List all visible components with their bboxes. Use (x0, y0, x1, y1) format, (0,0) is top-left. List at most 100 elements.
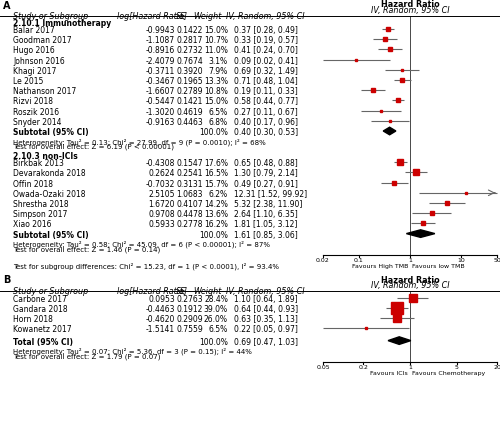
Text: Snyder 2014: Snyder 2014 (13, 118, 62, 127)
Text: Gandara 2018: Gandara 2018 (13, 305, 68, 314)
Text: 0.41 [0.24, 0.70]: 0.41 [0.24, 0.70] (234, 46, 298, 55)
Text: Owada-Ozaki 2018: Owada-Ozaki 2018 (13, 190, 86, 199)
Text: 0.63 [0.35, 1.13]: 0.63 [0.35, 1.13] (234, 315, 298, 324)
Text: 0.1912: 0.1912 (176, 305, 203, 314)
Text: 0.4478: 0.4478 (176, 210, 203, 219)
Text: 0.69 [0.32, 1.49]: 0.69 [0.32, 1.49] (234, 67, 298, 76)
Text: Favours low TMB: Favours low TMB (412, 264, 465, 269)
Text: 39.0%: 39.0% (204, 305, 228, 314)
Text: Shrestha 2018: Shrestha 2018 (13, 200, 68, 209)
Text: B: B (3, 275, 10, 285)
Polygon shape (388, 337, 411, 345)
Text: Study or Subgroup: Study or Subgroup (13, 12, 88, 21)
Text: 2.10.1 Immunotherapy: 2.10.1 Immunotherapy (13, 19, 111, 28)
Text: -0.7032: -0.7032 (146, 180, 175, 189)
Text: 3.1%: 3.1% (209, 57, 228, 66)
Polygon shape (406, 230, 435, 238)
Text: -0.9943: -0.9943 (146, 26, 175, 35)
Text: Total (95% CI): Total (95% CI) (13, 337, 73, 347)
Text: 0.0953: 0.0953 (148, 295, 175, 304)
Text: Kowanetz 2017: Kowanetz 2017 (13, 326, 72, 334)
Text: Subtotal (95% CI): Subtotal (95% CI) (13, 231, 88, 240)
Text: Test for subgroup differences: Chi² = 15.23, df = 1 (P < 0.0001), I² = 93.4%: Test for subgroup differences: Chi² = 15… (13, 263, 279, 270)
Text: log[Hazard Ratio]: log[Hazard Ratio] (117, 12, 187, 21)
Text: Subtotal (95% CI): Subtotal (95% CI) (13, 128, 88, 137)
Text: 0.7559: 0.7559 (176, 326, 203, 334)
Text: -1.5141: -1.5141 (146, 326, 175, 334)
Text: Hugo 2016: Hugo 2016 (13, 46, 55, 55)
Text: Devarakonda 2018: Devarakonda 2018 (13, 169, 86, 178)
Text: 0.4619: 0.4619 (176, 108, 203, 117)
Text: 15.7%: 15.7% (204, 180, 228, 189)
Text: Test for overall effect: Z = 1.79 (P = 0.07): Test for overall effect: Z = 1.79 (P = 0… (13, 353, 160, 360)
Text: 0.2: 0.2 (358, 365, 368, 370)
Text: Xiao 2016: Xiao 2016 (13, 220, 52, 229)
Text: 100.0%: 100.0% (199, 337, 228, 347)
Text: 0.2732: 0.2732 (176, 46, 203, 55)
Text: 1: 1 (408, 365, 412, 370)
Text: 13.3%: 13.3% (204, 77, 228, 86)
Text: -0.3467: -0.3467 (146, 77, 175, 86)
Text: 6.5%: 6.5% (209, 108, 228, 117)
Text: Khagi 2017: Khagi 2017 (13, 67, 57, 76)
Text: 0.3131: 0.3131 (176, 180, 203, 189)
Polygon shape (383, 127, 396, 135)
Text: Favours Chemotherapy: Favours Chemotherapy (412, 371, 485, 376)
Text: 0.1422: 0.1422 (176, 26, 203, 35)
Text: 0.2789: 0.2789 (176, 87, 203, 96)
Text: 0.1421: 0.1421 (176, 97, 203, 106)
Text: -1.3020: -1.3020 (146, 108, 175, 117)
Text: Simpson 2017: Simpson 2017 (13, 210, 68, 219)
Text: 0.2909: 0.2909 (176, 315, 203, 324)
Text: 100.0%: 100.0% (199, 128, 228, 137)
Text: Hazard Ratio: Hazard Ratio (380, 276, 440, 285)
Text: log[Hazard Ratio]: log[Hazard Ratio] (117, 287, 187, 296)
Text: 16.2%: 16.2% (204, 220, 228, 229)
Text: 0.22 [0.05, 0.97]: 0.22 [0.05, 0.97] (234, 326, 298, 334)
Text: -2.4079: -2.4079 (146, 57, 175, 66)
Text: 16.5%: 16.5% (204, 169, 228, 178)
Text: 10: 10 (458, 258, 465, 263)
Text: 0.09 [0.02, 0.41]: 0.09 [0.02, 0.41] (234, 57, 298, 66)
Text: Johnson 2016: Johnson 2016 (13, 57, 65, 66)
Text: 2.5105: 2.5105 (148, 190, 175, 199)
Text: -0.8916: -0.8916 (146, 46, 175, 55)
Text: 17.6%: 17.6% (204, 159, 228, 168)
Text: 0.9708: 0.9708 (148, 210, 175, 219)
Text: Heterogeneity: Tau² = 0.58; Chi² = 45.09, df = 6 (P < 0.00001); I² = 87%: Heterogeneity: Tau² = 0.58; Chi² = 45.09… (13, 241, 270, 248)
Text: 0.5933: 0.5933 (148, 220, 175, 229)
Text: -0.9163: -0.9163 (146, 118, 175, 127)
Text: 15.0%: 15.0% (204, 26, 228, 35)
Text: -0.4463: -0.4463 (146, 305, 175, 314)
Text: 28.4%: 28.4% (204, 295, 228, 304)
Text: 20: 20 (493, 365, 500, 370)
Text: 0.2541: 0.2541 (176, 169, 203, 178)
Text: IV, Random, 95% CI: IV, Random, 95% CI (226, 287, 304, 296)
Text: 50: 50 (493, 258, 500, 263)
Text: 2.64 [1.10, 6.35]: 2.64 [1.10, 6.35] (234, 210, 298, 219)
Text: Favours ICIs: Favours ICIs (370, 371, 408, 376)
Text: A: A (3, 1, 10, 11)
Text: 26.0%: 26.0% (204, 315, 228, 324)
Text: IV, Random, 95% CI: IV, Random, 95% CI (370, 281, 450, 290)
Text: Favours High TMB: Favours High TMB (352, 264, 408, 269)
Text: 2.10.3 non-ICIs: 2.10.3 non-ICIs (13, 152, 78, 161)
Text: 0.40 [0.30, 0.53]: 0.40 [0.30, 0.53] (234, 128, 298, 137)
Text: 0.02: 0.02 (316, 258, 330, 263)
Text: Nathanson 2017: Nathanson 2017 (13, 87, 76, 96)
Text: 12.31 [1.52, 99.92]: 12.31 [1.52, 99.92] (234, 190, 307, 199)
Text: 0.2763: 0.2763 (176, 295, 203, 304)
Text: 15.0%: 15.0% (204, 97, 228, 106)
Text: Balar 2017: Balar 2017 (13, 26, 55, 35)
Text: 0.27 [0.11, 0.67]: 0.27 [0.11, 0.67] (234, 108, 298, 117)
Text: 0.69 [0.47, 1.03]: 0.69 [0.47, 1.03] (234, 337, 298, 347)
Text: 10.8%: 10.8% (204, 87, 228, 96)
Text: Weight: Weight (193, 287, 221, 296)
Text: 5.32 [2.38, 11.90]: 5.32 [2.38, 11.90] (234, 200, 302, 209)
Text: 1.10 [0.64, 1.89]: 1.10 [0.64, 1.89] (234, 295, 298, 304)
Text: 1.81 [1.05, 3.12]: 1.81 [1.05, 3.12] (234, 220, 298, 229)
Text: 0.33 [0.19, 0.57]: 0.33 [0.19, 0.57] (234, 36, 298, 45)
Text: 0.40 [0.17, 0.96]: 0.40 [0.17, 0.96] (234, 118, 298, 127)
Text: 0.1: 0.1 (354, 258, 364, 263)
Text: Test for overall effect: Z = 1.46 (P = 0.14): Test for overall effect: Z = 1.46 (P = 0… (13, 246, 160, 253)
